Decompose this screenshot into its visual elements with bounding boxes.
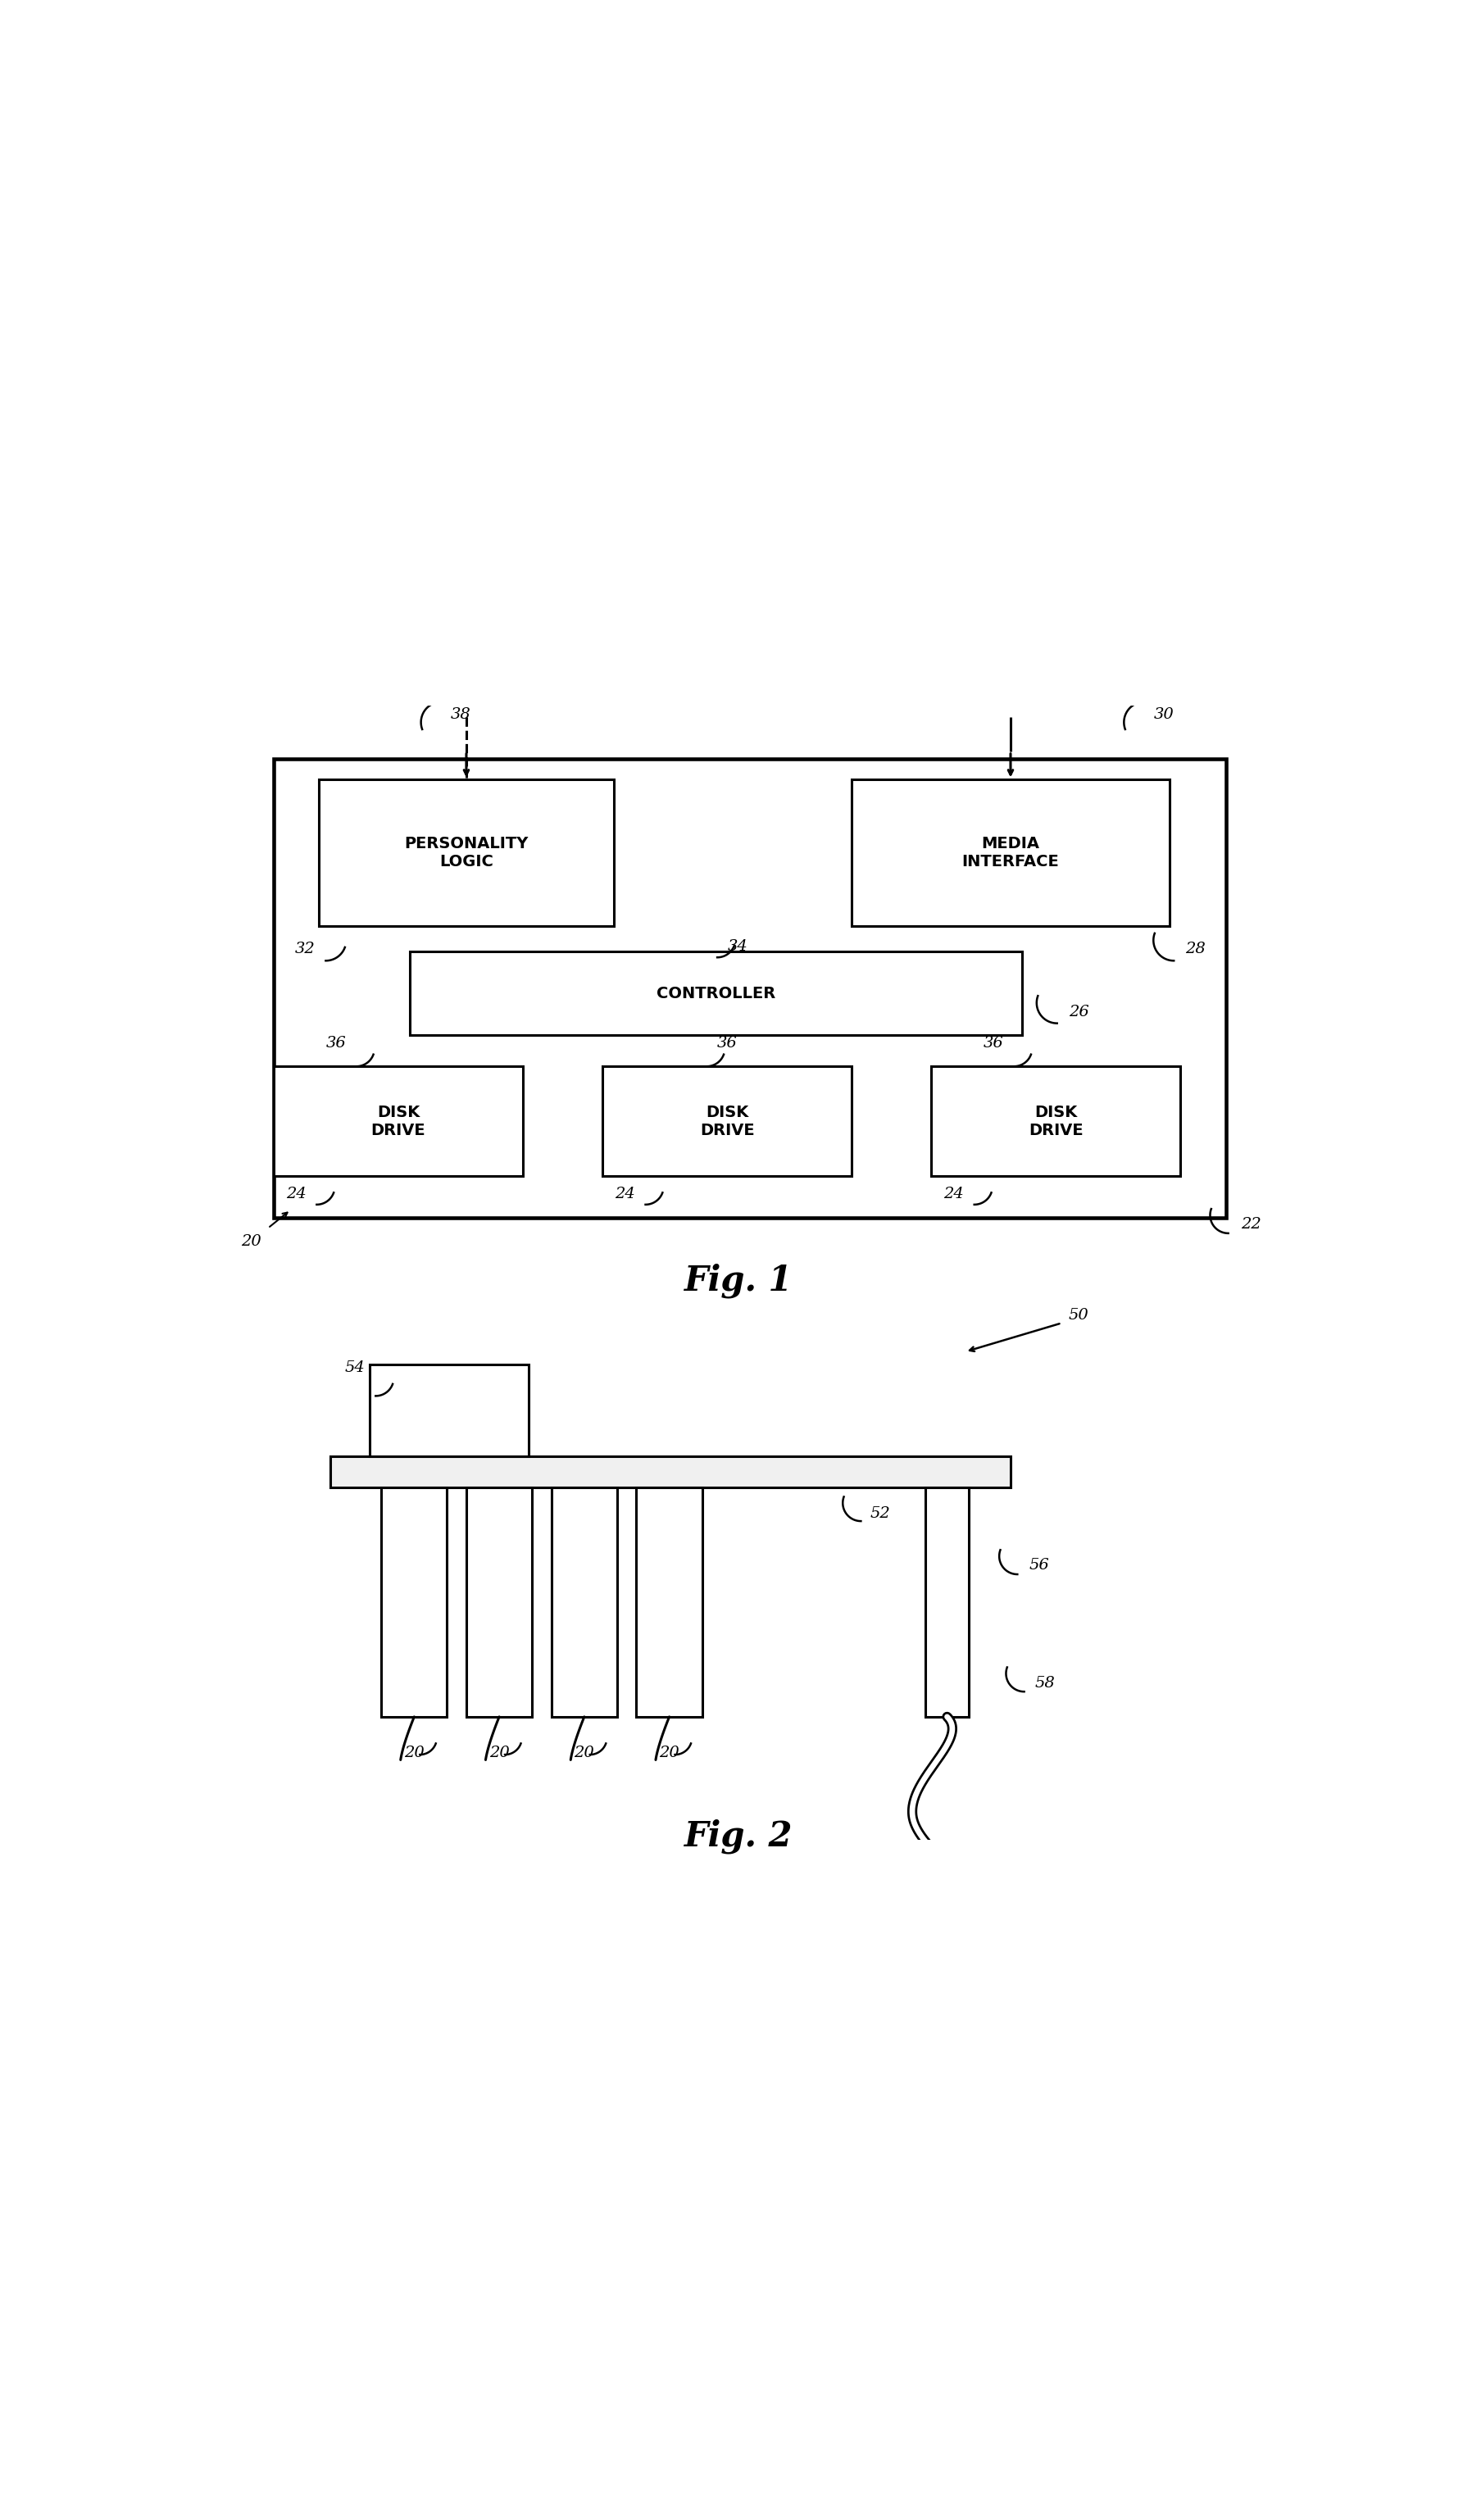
Text: 26: 26	[1068, 1005, 1088, 1018]
Text: 58: 58	[1034, 1676, 1055, 1691]
Text: 32: 32	[296, 942, 316, 958]
Text: 36: 36	[717, 1036, 737, 1051]
Bar	[932, 1066, 1181, 1177]
Bar	[552, 1487, 617, 1716]
Text: 20: 20	[241, 1235, 260, 1247]
Bar	[274, 1066, 524, 1177]
Bar	[382, 1487, 448, 1716]
Text: 36: 36	[326, 1036, 347, 1051]
Bar	[851, 779, 1169, 925]
Text: 38: 38	[451, 708, 471, 721]
Text: PERSONALITY
LOGIC: PERSONALITY LOGIC	[404, 837, 528, 869]
Text: 24: 24	[614, 1187, 635, 1202]
Text: 22: 22	[1241, 1217, 1261, 1232]
Text: 54: 54	[345, 1361, 366, 1376]
Bar	[467, 1487, 533, 1716]
Bar	[926, 1487, 969, 1716]
Text: 34: 34	[727, 940, 748, 955]
Text: DISK
DRIVE: DISK DRIVE	[699, 1104, 755, 1139]
Bar	[636, 1487, 702, 1716]
Text: 36: 36	[983, 1036, 1004, 1051]
Text: 20: 20	[660, 1746, 679, 1761]
Text: 56: 56	[1028, 1557, 1049, 1572]
Bar	[370, 1366, 528, 1457]
Bar	[274, 759, 1226, 1217]
Text: 20: 20	[489, 1746, 509, 1761]
Text: 24: 24	[944, 1187, 964, 1202]
Text: 50: 50	[1068, 1308, 1088, 1323]
Text: Fig. 2: Fig. 2	[685, 1819, 793, 1855]
Text: Fig. 1: Fig. 1	[685, 1263, 793, 1298]
Text: 28: 28	[1185, 942, 1206, 958]
Text: 30: 30	[1153, 708, 1173, 721]
Bar	[410, 953, 1023, 1036]
Text: 24: 24	[287, 1187, 306, 1202]
Text: 20: 20	[573, 1746, 594, 1761]
Text: 52: 52	[870, 1507, 891, 1520]
Bar	[331, 1457, 1011, 1487]
Bar	[319, 779, 614, 925]
Text: MEDIA
INTERFACE: MEDIA INTERFACE	[961, 837, 1059, 869]
Text: CONTROLLER: CONTROLLER	[657, 985, 775, 1000]
Text: 20: 20	[404, 1746, 424, 1761]
Text: DISK
DRIVE: DISK DRIVE	[1028, 1104, 1083, 1139]
Bar	[603, 1066, 851, 1177]
Text: DISK
DRIVE: DISK DRIVE	[372, 1104, 426, 1139]
